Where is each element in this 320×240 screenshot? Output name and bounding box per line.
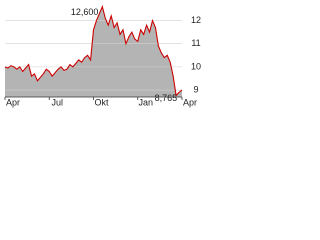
min-label: 8,765 — [155, 93, 178, 103]
y-tick-label: 9 — [193, 84, 198, 94]
max-label: 12,600 — [71, 7, 99, 17]
y-tick-label: 12 — [191, 15, 201, 25]
chart: 9 10 11 12 12,600 8,765 Apr Jul Okt Jan Apr — [4, 2, 201, 107]
x-tick-label: Okt — [94, 97, 109, 107]
area — [5, 6, 182, 97]
line — [4, 4, 183, 97]
x-tick-label: Apr — [183, 97, 197, 107]
y-tick-label: 10 — [191, 61, 201, 71]
x-tick-label: Jul — [51, 97, 63, 107]
x-tick-label: Jan — [138, 97, 153, 107]
x-tick-label: Apr — [6, 97, 20, 107]
y-tick-label: 11 — [191, 38, 200, 48]
